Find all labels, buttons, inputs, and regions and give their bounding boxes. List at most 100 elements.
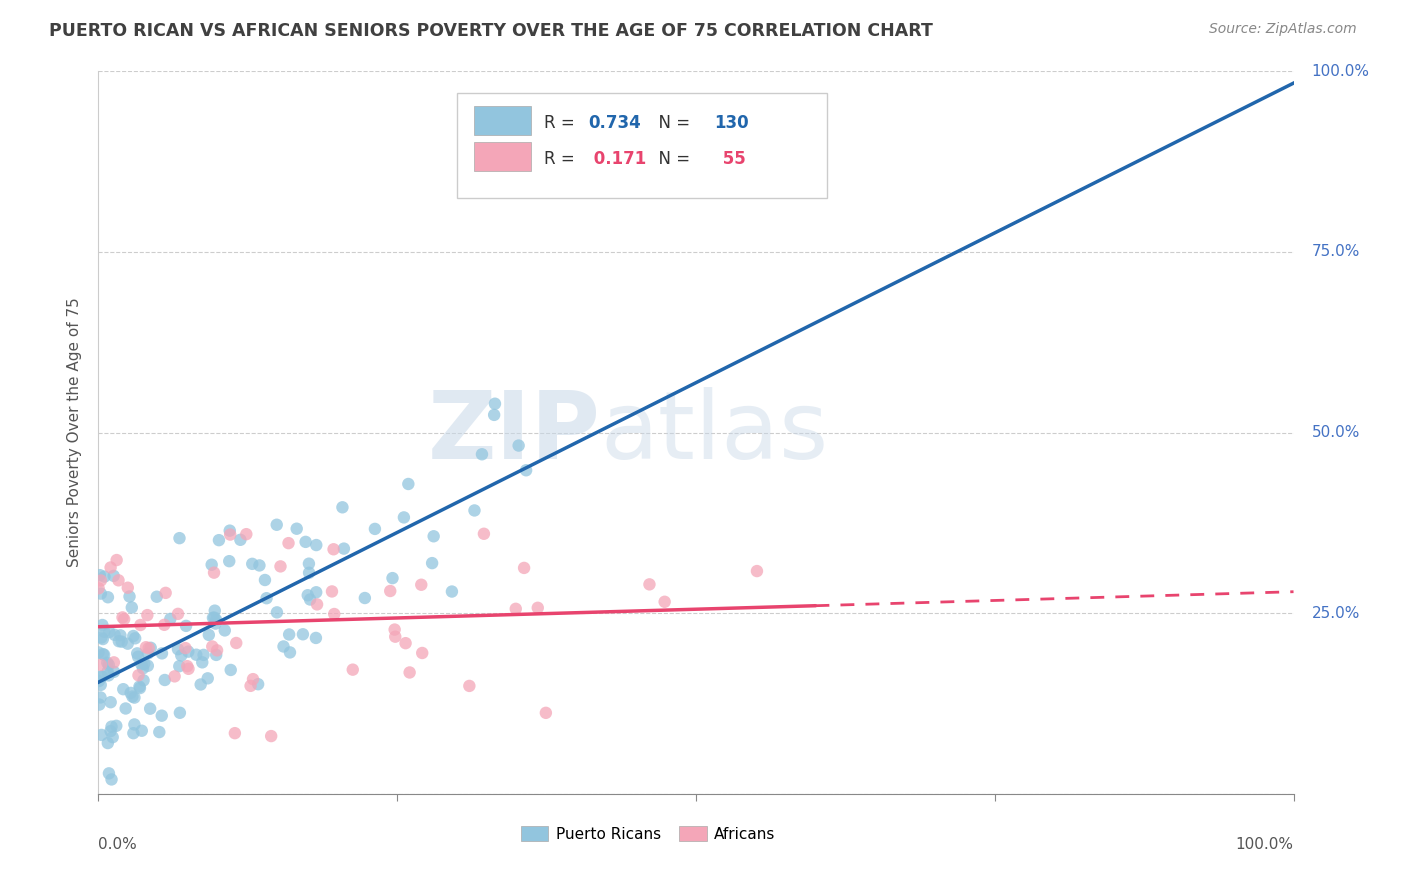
Point [167,607,190,621]
Point [513,561,536,575]
Point [111,610,134,624]
Point [90,587,112,601]
Text: 130: 130 [714,113,748,132]
Point [90,728,112,742]
Point [90,669,112,683]
Point [91,670,114,684]
Point [87,582,110,596]
Point [201,558,224,572]
Point [219,527,242,541]
Point [100,772,122,787]
Point [129,618,152,632]
Point [90,574,112,588]
Point [218,554,240,568]
Point [107,574,129,588]
Point [298,557,321,571]
Point [121,600,143,615]
Point [526,600,548,615]
Point [505,602,527,616]
Point [654,595,676,609]
Point [97,766,120,780]
Point [307,598,329,612]
Point [322,542,344,557]
Point [121,690,143,704]
Point [177,645,200,659]
Point [98,624,121,639]
Text: N =: N = [648,150,696,168]
Point [463,503,485,517]
Point [411,646,433,660]
Point [87,674,110,689]
Point [89,568,111,582]
Text: R =: R = [544,150,581,168]
Point [294,534,316,549]
Point [146,590,169,604]
Point [103,656,125,670]
Point [191,656,214,670]
Point [93,648,115,662]
Point [114,701,136,715]
Point [135,640,157,655]
Point [384,630,406,644]
Point [332,500,354,515]
Point [198,628,221,642]
Point [163,669,186,683]
Point [105,719,128,733]
Text: 0.0%: 0.0% [98,838,138,852]
Point [101,730,124,744]
Point [285,522,308,536]
Point [638,577,661,591]
Point [398,665,420,680]
Point [148,725,170,739]
Text: 50.0%: 50.0% [1312,425,1360,440]
Point [97,591,120,605]
Text: 25.0%: 25.0% [1312,606,1360,621]
Text: 100.0%: 100.0% [1312,64,1369,78]
Text: PUERTO RICAN VS AFRICAN SENIORS POVERTY OVER THE AGE OF 75 CORRELATION CHART: PUERTO RICAN VS AFRICAN SENIORS POVERTY … [49,22,934,40]
Point [353,591,375,605]
Point [197,671,219,685]
Point [396,477,419,491]
Point [93,624,115,639]
Point [440,584,463,599]
Point [260,729,283,743]
Point [122,629,145,643]
Point [256,591,278,606]
Legend: Puerto Ricans, Africans: Puerto Ricans, Africans [515,820,782,847]
Point [239,679,262,693]
Point [208,533,231,548]
Point [139,640,162,655]
Point [201,611,224,625]
Point [110,628,132,642]
Point [127,668,149,682]
Point [218,524,240,538]
Point [91,618,114,632]
Point [278,627,301,641]
Point [204,616,226,631]
Point [91,647,114,661]
Point [472,526,495,541]
Point [117,637,139,651]
Point [103,569,125,583]
Point [124,632,146,646]
Text: 100.0%: 100.0% [1236,838,1294,852]
Point [321,584,343,599]
FancyBboxPatch shape [457,93,827,198]
Point [745,564,768,578]
Point [225,636,247,650]
Point [298,566,321,580]
Point [118,590,141,604]
Point [214,624,236,638]
Point [108,634,131,648]
Point [128,680,150,694]
Point [90,631,112,645]
Text: 0.171: 0.171 [589,150,647,168]
Point [482,408,505,422]
Text: atlas: atlas [600,386,828,479]
Point [299,592,322,607]
Point [364,522,387,536]
Point [112,612,135,626]
Point [224,726,246,740]
Text: Source: ZipAtlas.com: Source: ZipAtlas.com [1209,22,1357,37]
Point [205,613,228,627]
